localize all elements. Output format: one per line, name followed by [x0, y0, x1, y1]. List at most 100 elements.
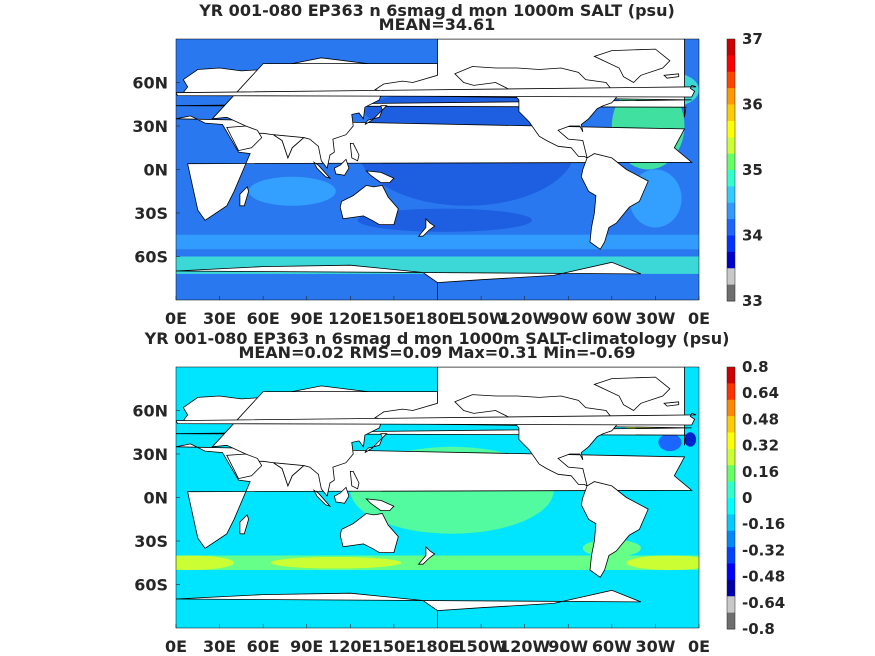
landmass-sumatra [312, 489, 332, 508]
panel-subtitle: MEAN=0.02 RMS=0.09 Max=0.31 Min=-0.69 [238, 343, 635, 362]
landmass-greenland [593, 48, 671, 83]
landmass-newzealand [417, 217, 436, 237]
colorbar-frame [726, 366, 736, 630]
y-tick-label: 30S [134, 204, 168, 223]
x-tick-label: 120W [499, 309, 550, 328]
x-tick-label: 60E [247, 309, 280, 328]
continents [176, 39, 697, 300]
landmass-iceland [663, 401, 680, 407]
x-tick-label: 180E [415, 637, 459, 656]
landmass-sumatra [312, 161, 332, 180]
x-tick-label: 90E [290, 309, 323, 328]
landmass-antarctica [176, 589, 642, 628]
y-tick-label: 60S [134, 248, 168, 267]
x-tick-label: 90E [290, 637, 323, 656]
south-atlantic-yellow-2 [626, 555, 699, 570]
y-tick-label: 30N [132, 445, 168, 464]
x-tick-label: 60W [592, 309, 632, 328]
y-tick-label: 60N [132, 74, 168, 93]
colorbar-segment [727, 547, 735, 564]
x-tick-label: 30E [203, 309, 236, 328]
x-tick-label: 180E [415, 309, 459, 328]
colorbar-tick-label: 0.48 [742, 410, 779, 428]
colorbar-segment [727, 39, 735, 56]
landmass-japan [364, 433, 388, 453]
x-tick-label: 90W [548, 309, 588, 328]
landmass-philippines [349, 470, 360, 490]
southern-band [176, 234, 699, 250]
x-tick-label: 60E [247, 637, 280, 656]
colorbar-tick-label: 0.8 [742, 358, 769, 376]
x-tick-label: 60W [592, 637, 632, 656]
colorbar-segment [727, 481, 735, 499]
southern-positive-band [176, 555, 699, 570]
south-pacific-band [357, 208, 532, 232]
colorbar-tick-label: 37 [742, 30, 763, 48]
colorbar-frame [726, 38, 736, 302]
y-tick-label: 30S [134, 532, 168, 551]
colorbar-segment [727, 88, 735, 105]
x-tick-label: 0E [165, 637, 187, 656]
colorbar-segment [727, 432, 735, 450]
colorbar-tick-label: 33 [742, 292, 763, 310]
colorbar-segment [727, 284, 735, 302]
colorbar-tick-label: -0.8 [742, 620, 775, 638]
landmass-arabia [226, 125, 263, 152]
x-tick-label: 150W [456, 637, 507, 656]
y-tick-label: 0N [143, 161, 168, 180]
colorbar: 0.8 0.64 0.48 0.32 0.16 0 -0.16 -0.32 -0.48 -0.64… [726, 358, 785, 638]
colorbar-segment [727, 55, 735, 73]
med-outflow-negative [684, 432, 697, 447]
x-tick-label: 120E [328, 309, 372, 328]
x-tick-label: 0E [165, 309, 187, 328]
landmass-borneo [333, 486, 350, 504]
landmass-iceland [663, 73, 680, 79]
landmass-australia [339, 184, 399, 226]
landmass-newzealand [417, 545, 436, 565]
colorbar-segment [727, 120, 735, 138]
colorbar-tick-label: 0.64 [742, 384, 779, 402]
indian-yellow [270, 556, 402, 569]
colorbar-segment [727, 530, 735, 548]
south-atlantic-yellow [176, 555, 235, 570]
continents [176, 367, 697, 628]
landmass-arabia [226, 453, 263, 480]
x-tick-label: 150E [372, 637, 416, 656]
colorbar-tick-label: 0.32 [742, 437, 779, 455]
landmass-greenland [593, 376, 671, 411]
panel-2: YR 001-080 EP363 n 6smag d mon 1000m SAL… [132, 329, 785, 656]
x-tick-label: 150E [372, 309, 416, 328]
colorbar-tick-label: -0.32 [742, 541, 785, 559]
colorbar-segment [727, 612, 735, 630]
colorbar-segment [727, 71, 735, 89]
panel-title: YR 001-080 EP363 n 6smag d mon 1000m SAL… [144, 329, 730, 348]
landmass-newguinea [365, 170, 395, 184]
colorbar-segment [727, 186, 735, 204]
colorbar: 37 36 35 34 33 [726, 30, 763, 310]
x-tick-label: 30W [635, 637, 675, 656]
colorbar-tick-label: -0.64 [742, 594, 785, 612]
colorbar-segment [727, 514, 735, 532]
x-tick-label: 0E [688, 637, 710, 656]
colorbar-segment [727, 202, 735, 220]
colorbar-tick-label: 35 [742, 161, 763, 179]
panel-subtitle: MEAN=34.61 [379, 15, 496, 34]
colorbar-segment [727, 383, 735, 401]
landmass-india [273, 134, 305, 160]
landmass-madagascar [239, 514, 250, 535]
x-tick-label: 120W [499, 637, 550, 656]
landmass-borneo [333, 158, 350, 176]
landmass-samerica [580, 153, 649, 250]
colorbar-segment [727, 448, 735, 466]
colorbar-segment [727, 170, 735, 187]
landmass-uk [176, 412, 697, 426]
colorbar-segment [727, 563, 735, 581]
salinity-field [176, 367, 699, 628]
colorbar-segment [727, 268, 735, 286]
colorbar-tick-label: 0.16 [742, 463, 779, 481]
colorbar-segment [727, 596, 735, 614]
landmass-antarctica [176, 261, 642, 300]
x-tick-label: 0E [688, 309, 710, 328]
landmass-india [273, 462, 305, 488]
